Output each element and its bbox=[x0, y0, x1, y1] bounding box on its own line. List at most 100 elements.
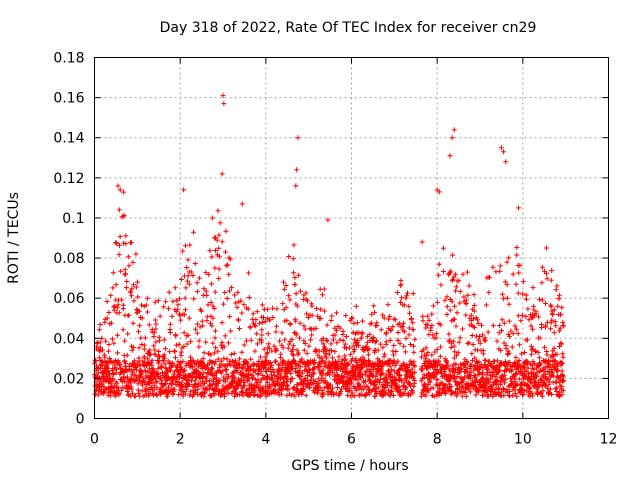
data-point bbox=[516, 358, 522, 364]
data-point bbox=[501, 149, 507, 155]
data-point bbox=[302, 340, 308, 346]
x-tick-label: 12 bbox=[600, 432, 618, 448]
data-point bbox=[555, 374, 561, 380]
data-point bbox=[420, 313, 426, 319]
data-point bbox=[554, 283, 560, 289]
data-point bbox=[520, 391, 526, 397]
data-point bbox=[343, 313, 349, 319]
data-point bbox=[133, 284, 139, 290]
data-point bbox=[165, 393, 171, 399]
data-point bbox=[559, 392, 565, 398]
data-point bbox=[132, 378, 138, 384]
data-point bbox=[548, 326, 554, 332]
data-point bbox=[139, 342, 145, 348]
y-tick-label: 0.02 bbox=[53, 371, 84, 387]
data-point bbox=[97, 348, 103, 354]
data-point bbox=[184, 264, 190, 270]
data-point bbox=[353, 356, 359, 362]
data-point bbox=[498, 389, 504, 395]
data-point bbox=[546, 358, 552, 364]
data-point bbox=[452, 303, 458, 309]
data-point bbox=[153, 321, 159, 327]
data-point bbox=[406, 303, 412, 309]
data-point bbox=[463, 393, 469, 399]
data-point bbox=[149, 362, 155, 368]
data-point bbox=[313, 347, 319, 353]
data-point bbox=[328, 382, 334, 388]
data-point bbox=[330, 337, 336, 343]
data-point bbox=[534, 369, 540, 375]
data-point bbox=[435, 369, 441, 375]
data-point bbox=[292, 282, 298, 288]
data-point bbox=[436, 189, 442, 195]
data-point bbox=[482, 338, 488, 344]
data-point bbox=[560, 373, 566, 379]
data-point bbox=[282, 337, 288, 343]
data-point bbox=[450, 277, 456, 283]
data-point bbox=[371, 367, 377, 373]
data-point bbox=[387, 363, 393, 369]
data-point bbox=[321, 391, 327, 397]
data-point bbox=[246, 270, 252, 276]
data-point bbox=[349, 389, 355, 395]
data-point bbox=[401, 320, 407, 326]
data-point bbox=[530, 346, 536, 352]
data-point bbox=[405, 290, 411, 296]
x-tick-labels: 0 2 4 6 8 10 12 bbox=[90, 432, 617, 448]
data-point bbox=[209, 323, 215, 329]
data-point bbox=[95, 392, 101, 398]
data-point bbox=[227, 288, 233, 294]
data-point bbox=[367, 331, 373, 337]
data-point bbox=[103, 338, 109, 344]
data-point bbox=[330, 355, 336, 361]
data-point bbox=[208, 281, 214, 287]
data-point bbox=[519, 312, 525, 318]
data-point bbox=[121, 189, 127, 195]
data-point bbox=[522, 350, 528, 356]
data-point bbox=[560, 354, 566, 360]
data-point bbox=[136, 308, 142, 314]
data-point bbox=[197, 324, 203, 330]
data-point bbox=[488, 376, 494, 382]
data-point bbox=[135, 294, 141, 300]
data-point bbox=[541, 344, 547, 350]
data-point bbox=[186, 315, 192, 321]
data-point bbox=[182, 307, 188, 313]
data-point bbox=[353, 376, 359, 382]
data-point bbox=[180, 358, 186, 364]
data-point bbox=[146, 352, 152, 358]
data-point bbox=[212, 235, 218, 241]
data-point bbox=[453, 288, 459, 294]
data-point bbox=[234, 304, 240, 310]
data-point bbox=[289, 337, 295, 343]
data-point bbox=[204, 378, 210, 384]
data-point bbox=[208, 299, 214, 305]
data-point bbox=[393, 348, 399, 354]
data-point bbox=[353, 303, 359, 309]
data-point bbox=[327, 372, 333, 378]
data-point bbox=[537, 361, 543, 367]
data-point bbox=[444, 312, 450, 318]
data-point bbox=[454, 310, 460, 316]
data-point bbox=[423, 345, 429, 351]
data-point bbox=[137, 374, 143, 380]
data-point bbox=[267, 317, 273, 323]
data-point bbox=[116, 310, 122, 316]
data-point bbox=[289, 375, 295, 381]
data-point bbox=[232, 393, 238, 399]
data-point bbox=[291, 358, 297, 364]
data-point bbox=[495, 380, 501, 386]
data-point bbox=[337, 325, 343, 331]
data-point bbox=[503, 159, 509, 165]
data-point bbox=[554, 368, 560, 374]
data-point bbox=[214, 237, 220, 243]
data-point bbox=[453, 271, 459, 277]
data-point bbox=[264, 379, 270, 385]
data-point bbox=[123, 233, 129, 239]
data-point bbox=[139, 382, 145, 388]
data-point bbox=[137, 362, 143, 368]
data-point bbox=[291, 270, 297, 276]
data-point bbox=[287, 322, 293, 328]
data-point bbox=[543, 300, 549, 306]
data-point bbox=[438, 282, 444, 288]
